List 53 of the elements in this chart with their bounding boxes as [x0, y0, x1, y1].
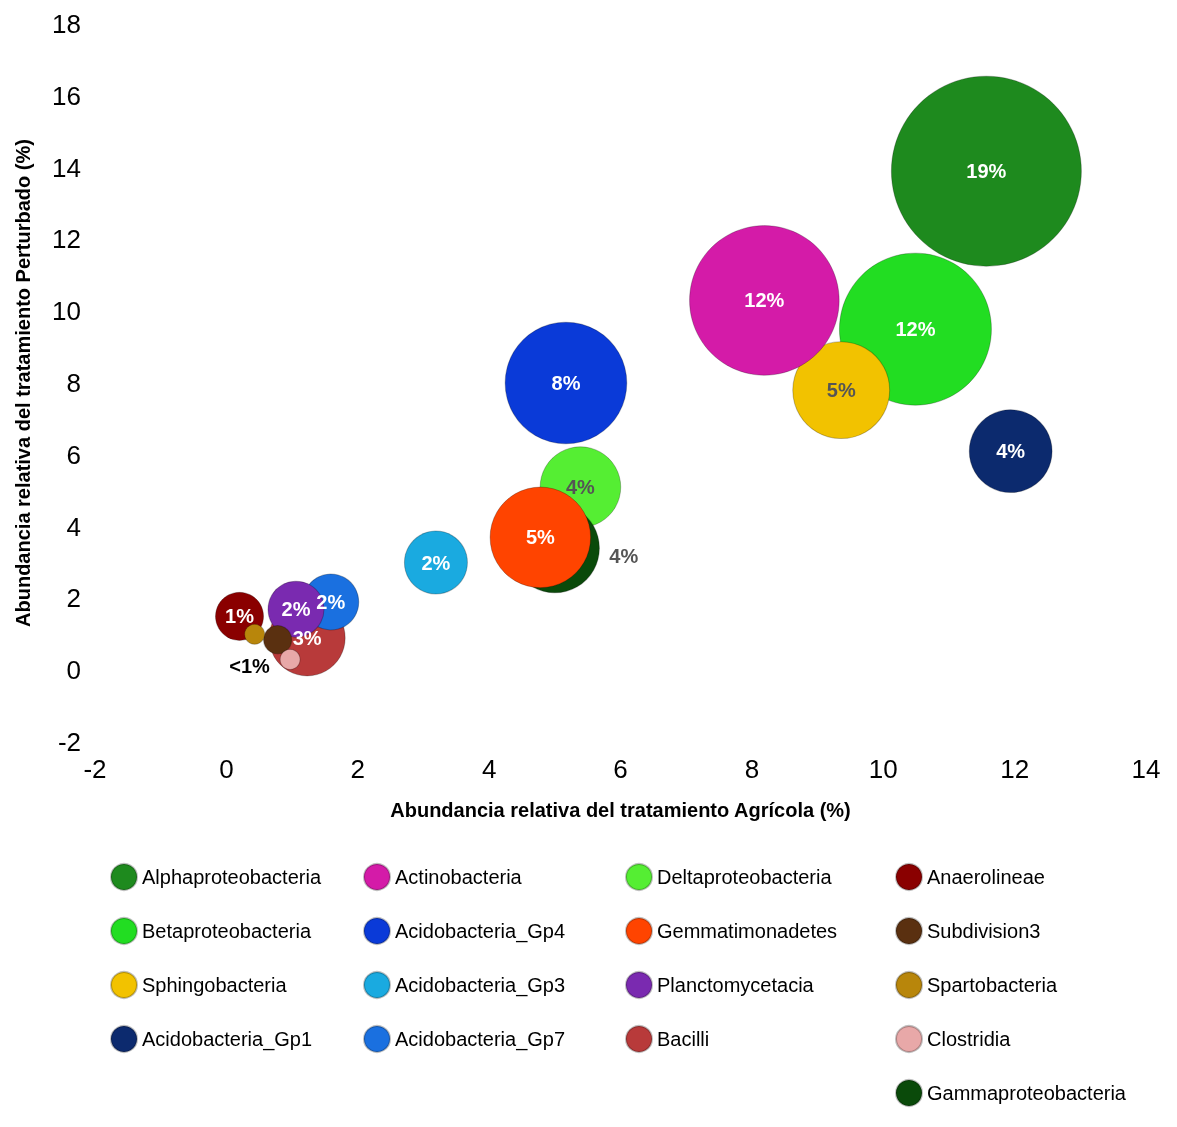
annotation: 1% — [225, 605, 255, 628]
y-tick-label: -2 — [57, 727, 81, 757]
y-tick-label: 2 — [66, 583, 81, 614]
legend-label: Anaerolineae — [927, 866, 1045, 888]
annotation: 4% — [996, 440, 1026, 463]
legend-label: Bacilli — [657, 1028, 710, 1050]
legend-label: Planctomycetacia — [657, 974, 815, 996]
y-tick-label: 16 — [52, 80, 81, 111]
legend-label: Acidobacteria_Gp7 — [395, 1028, 566, 1051]
legend-label: Clostridia — [927, 1028, 1012, 1050]
annotation: 2% — [421, 551, 451, 574]
annotation: 8% — [551, 372, 581, 394]
legend-label: Subdivision3 — [927, 920, 1041, 942]
legend-label: Gammaproteobacteria — [927, 1082, 1127, 1104]
annotation: 12% — [744, 289, 785, 312]
annotation: <1% — [229, 654, 271, 677]
legend-label: Gemmatimonadetes — [657, 920, 838, 942]
x-tick-label: 14 — [1131, 754, 1161, 784]
annotation: 3% — [292, 626, 322, 649]
y-tick-label: 0 — [66, 655, 81, 686]
legend-label: Sphingobacteria — [142, 974, 288, 996]
annotation: 5% — [525, 526, 556, 549]
annotation: 4% — [609, 545, 639, 568]
y-tick-label: 18 — [52, 9, 81, 39]
y-axis-title: Abundancia relativa del tratamiento Perturbado (%) — [12, 139, 34, 627]
legend-label: Betaproteobacteria — [142, 920, 312, 942]
y-tick-label: 10 — [52, 296, 81, 327]
annotation: 12% — [895, 318, 936, 341]
x-tick-label: 4 — [481, 754, 497, 784]
annotation: 2% — [316, 590, 346, 613]
x-axis-title: Abundancia relativa del tratamiento Agrícola (%) — [390, 799, 851, 821]
legend-label: Acidobacteria_Gp4 — [395, 920, 566, 943]
y-tick-label: 12 — [52, 224, 81, 255]
legend-label: Alphaproteobacteria — [142, 866, 322, 888]
x-tick-label: 6 — [613, 754, 628, 784]
annotation: 4% — [565, 476, 596, 499]
x-tick-label: 0 — [219, 754, 234, 784]
legend-label: Spartobacteria — [927, 974, 1058, 996]
y-tick-label: 4 — [66, 511, 81, 542]
y-tick-label: 6 — [66, 439, 81, 470]
legend-label: Acidobacteria_Gp3 — [395, 974, 566, 997]
legend-label: Acidobacteria_Gp1 — [142, 1028, 313, 1051]
annotation: 5% — [826, 379, 856, 402]
y-tick-label: 8 — [66, 368, 81, 398]
annotation: 19% — [966, 160, 1007, 183]
legend-label: Deltaproteobacteria — [657, 866, 833, 888]
x-tick-label: 10 — [868, 754, 898, 784]
x-tick-label: 2 — [350, 754, 365, 784]
x-tick-label: 12 — [1000, 754, 1030, 784]
y-tick-label: 14 — [52, 152, 81, 183]
annotation: 2% — [281, 598, 311, 621]
x-tick-label: 8 — [744, 754, 760, 784]
legend-label: Actinobacteria — [395, 866, 523, 888]
